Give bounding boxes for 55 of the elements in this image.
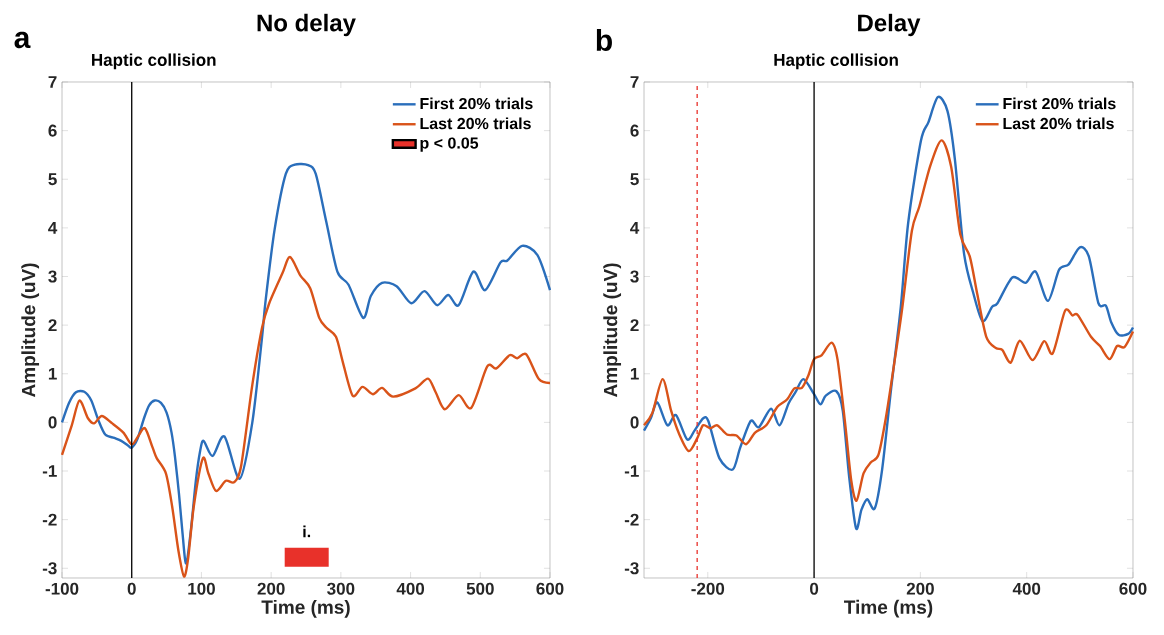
legend-label: First 20% trials xyxy=(420,97,533,110)
y-tick-label: 2 xyxy=(48,319,57,332)
x-tick-label: 100 xyxy=(188,582,215,595)
x-tick-label: 600 xyxy=(536,582,564,595)
y-tick-label: 5 xyxy=(630,173,639,186)
y-tick-label: 3 xyxy=(630,270,639,283)
y-tick-label: 1 xyxy=(48,367,57,380)
y-tick-label: 7 xyxy=(630,76,639,88)
x-tick-label: 200 xyxy=(257,582,285,595)
y-tick-label: 0 xyxy=(630,416,639,429)
x-axis-title: Time (ms) xyxy=(844,599,933,618)
legend-label: Last 20% trials xyxy=(1003,117,1114,130)
y-tick-label: 7 xyxy=(48,76,57,88)
text: b xyxy=(596,28,612,52)
y-axis-title: Amplitude (uV) xyxy=(603,263,622,398)
line-series xyxy=(60,162,552,565)
y-axis-title: Amplitude (uV) xyxy=(21,263,40,398)
x-tick-label: -100 xyxy=(45,582,79,595)
ref-line-label: Haptic collision xyxy=(92,53,216,70)
y-tick-label: 3 xyxy=(48,270,57,283)
ref-line-label: Haptic collision xyxy=(774,53,898,70)
x-axis-title: Time (ms) xyxy=(261,599,350,618)
legend-label: First 20% trials xyxy=(1003,97,1116,110)
y-tick-label: -2 xyxy=(42,513,57,526)
x-tick-label: 400 xyxy=(1012,582,1041,595)
line-series xyxy=(642,139,1135,502)
annotation: i. xyxy=(303,525,311,538)
y-tick-label: -3 xyxy=(624,562,639,575)
x-tick-label: 400 xyxy=(396,582,425,595)
y-tick-label: -2 xyxy=(624,513,639,526)
legend-label: p < 0.05 xyxy=(420,137,479,152)
chart-title: Delay xyxy=(858,13,921,37)
line-series xyxy=(60,255,552,578)
y-tick-label: 2 xyxy=(630,319,639,332)
x-tick-label: 0 xyxy=(810,582,819,595)
y-tick-label: 5 xyxy=(48,173,57,186)
x-tick-label: 0 xyxy=(127,582,136,595)
y-tick-label: 6 xyxy=(630,124,639,137)
x-tick-label: 200 xyxy=(906,582,934,595)
x-tick-label: -200 xyxy=(691,582,725,595)
y-tick-label: 0 xyxy=(48,416,57,429)
line-series xyxy=(642,95,1135,530)
legend-label: Last 20% trials xyxy=(420,117,531,130)
x-tick-label: 300 xyxy=(327,582,355,595)
y-tick-label: -1 xyxy=(624,465,639,477)
text: a xyxy=(14,31,31,49)
y-tick-label: 6 xyxy=(48,124,57,137)
x-tick-label: 500 xyxy=(466,582,494,595)
y-tick-label: -3 xyxy=(42,562,57,575)
x-tick-label: 600 xyxy=(1119,582,1147,595)
y-tick-label: 4 xyxy=(48,222,58,234)
y-tick-label: 1 xyxy=(630,367,639,380)
y-tick-label: 4 xyxy=(630,222,640,234)
chart-title: No delay xyxy=(257,13,356,37)
y-tick-label: -1 xyxy=(42,465,57,477)
